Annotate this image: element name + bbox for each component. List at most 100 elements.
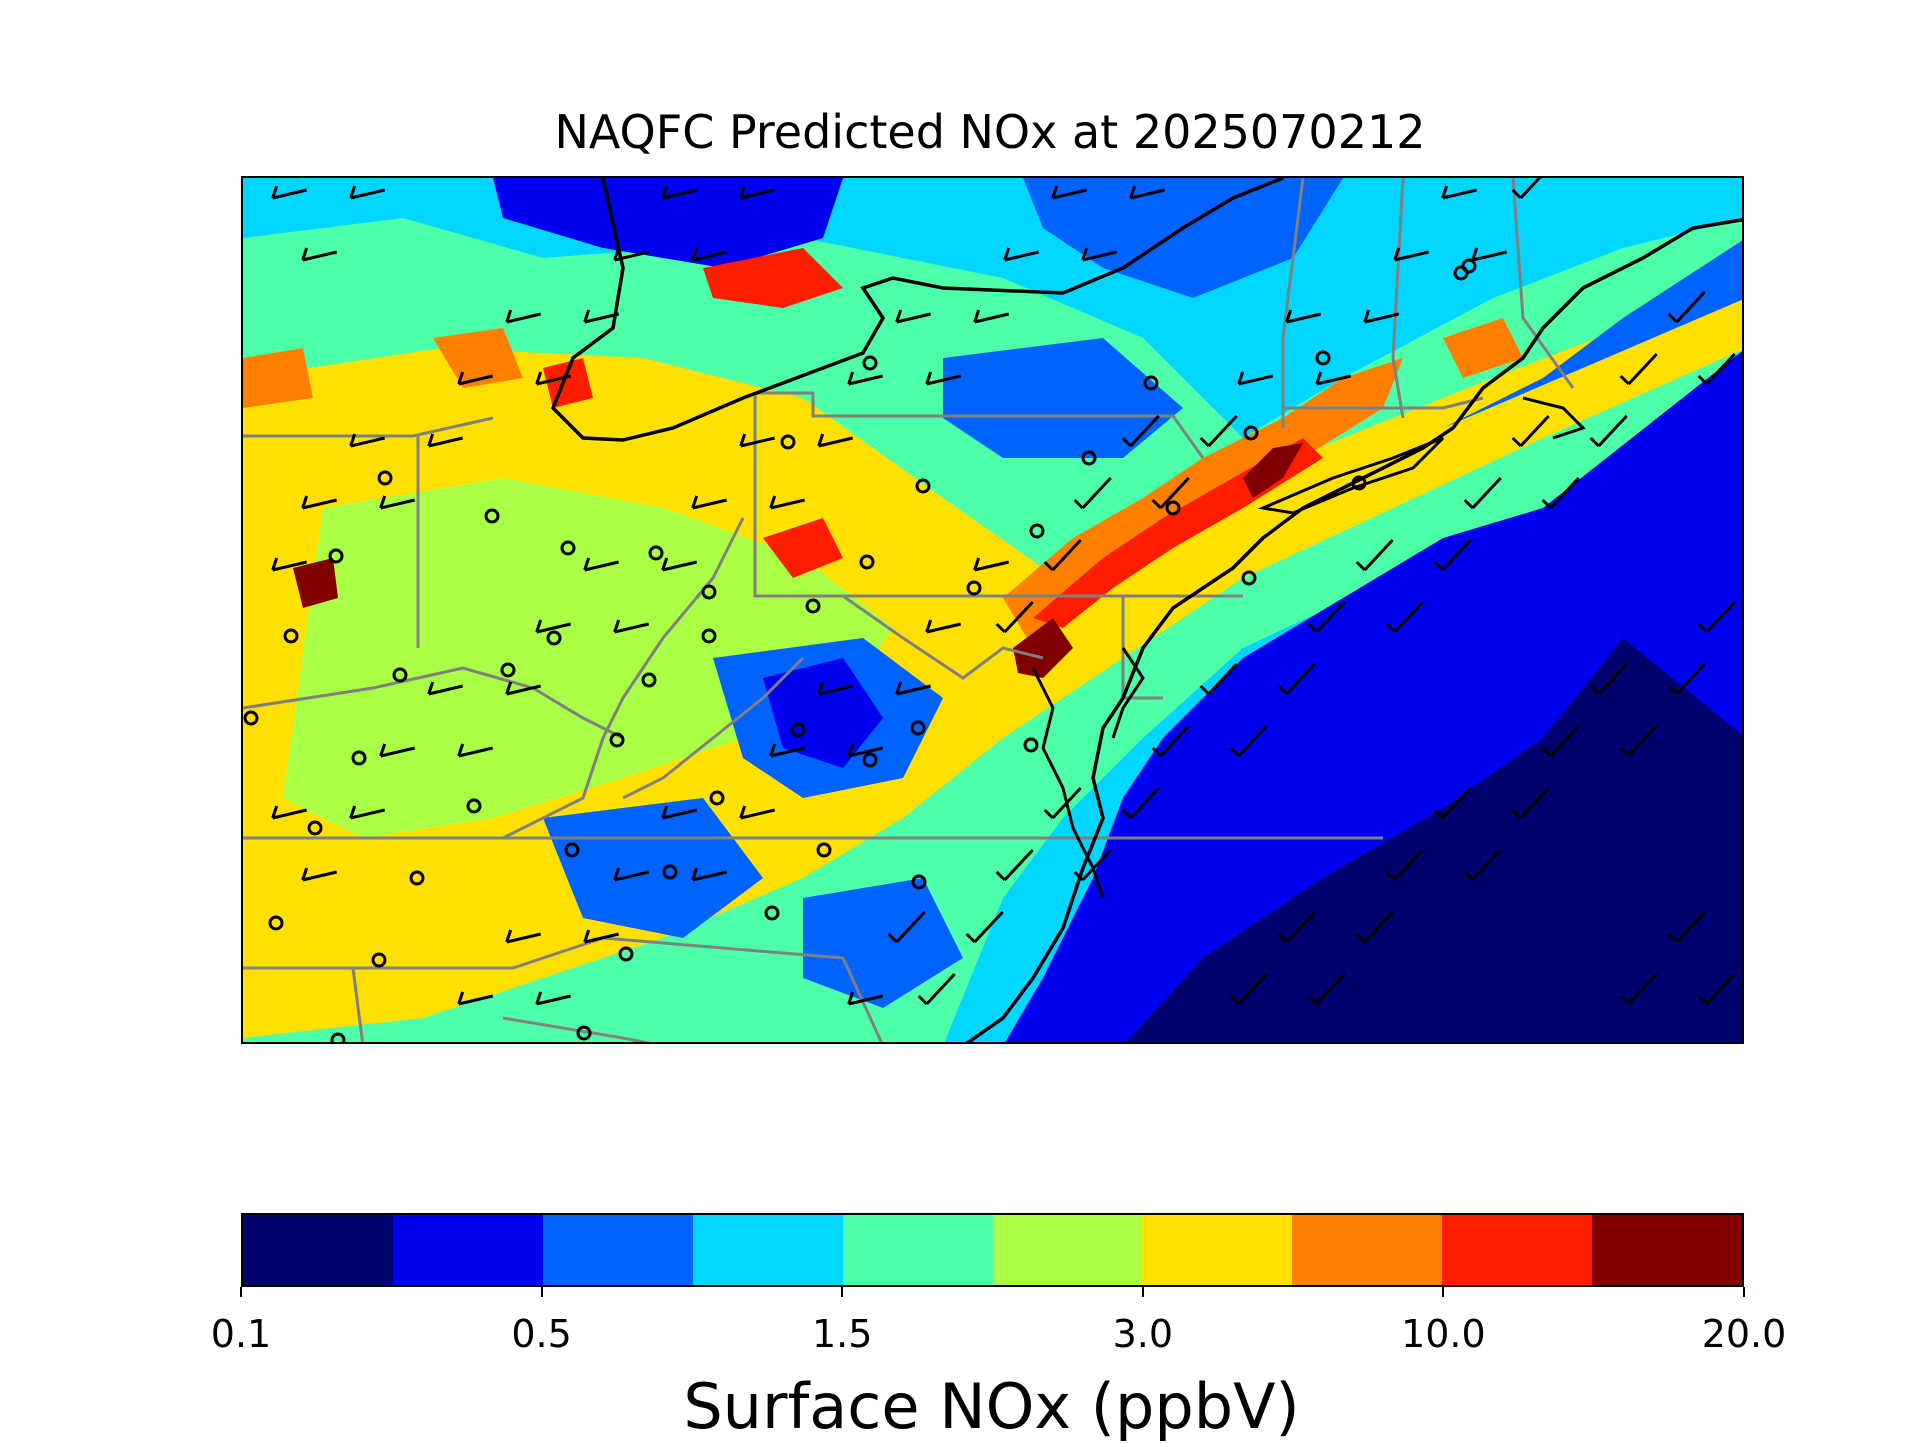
hotspot-4 (763, 518, 843, 578)
colorbar-tick (540, 1287, 543, 1297)
colorbar-tick-label: 0.1 (210, 1312, 272, 1356)
state-border (1511, 178, 1575, 389)
map-title: NAQFC Predicted NOx at 2025070212 (554, 105, 1426, 159)
wind-barb (1385, 848, 1424, 882)
station-marker (609, 732, 625, 748)
wind-barb (1589, 414, 1628, 448)
wind-barb (1277, 662, 1316, 696)
colorbar-tick (240, 1287, 242, 1297)
station-marker (1143, 375, 1159, 391)
state-border (1281, 178, 1305, 428)
colorbar-tick-label: 10.0 (1401, 1312, 1486, 1356)
delaware-bay (1111, 647, 1145, 739)
state-border (502, 517, 745, 840)
wind-barb (1151, 724, 1190, 758)
wind-barb (1081, 247, 1118, 262)
station-marker (1029, 523, 1045, 539)
wind-barb (349, 433, 386, 448)
wind-barb (349, 805, 386, 820)
coastline (550, 178, 1284, 442)
wind-barb (1511, 414, 1550, 448)
colorbar-tick (841, 1287, 844, 1297)
nox-map (241, 176, 1744, 1044)
wind-barb (505, 681, 542, 696)
wind-barb (1697, 600, 1736, 634)
station-marker (805, 598, 821, 614)
cape-cod (1522, 396, 1586, 440)
wind-barb (895, 681, 932, 696)
wind-barb (1043, 786, 1082, 820)
wind-barb (613, 247, 650, 262)
wind-barb (1697, 352, 1736, 386)
wind-barb (1355, 538, 1394, 572)
station-marker (1315, 350, 1331, 366)
wind-barb (1667, 910, 1706, 944)
wind-barb (661, 557, 698, 572)
coastline (965, 218, 1742, 1042)
wind-barb (895, 309, 932, 324)
station-marker (283, 628, 299, 644)
wind-barb (271, 805, 308, 820)
wind-barb (1385, 600, 1424, 634)
wind-barb (301, 247, 338, 262)
station-marker (466, 798, 482, 814)
hotspot-5 (433, 328, 523, 388)
wind-barb (1237, 371, 1274, 386)
station-marker (484, 508, 500, 524)
hotspot-dc (1013, 618, 1073, 678)
colorbar-segment (1292, 1215, 1443, 1285)
wind-barb (1229, 724, 1268, 758)
state-border (502, 1016, 651, 1042)
wind-barb (301, 867, 338, 882)
wind-barb (1589, 662, 1628, 696)
wind-barb (427, 681, 464, 696)
green-inner (283, 478, 893, 838)
colorbar-segment (392, 1215, 543, 1285)
station-marker (371, 952, 387, 968)
wind-barb (1433, 786, 1472, 820)
wind-barb (769, 495, 806, 510)
wind-barb (1051, 185, 1088, 200)
wind-barb (1355, 910, 1394, 944)
wind-barb (973, 309, 1010, 324)
colorbar (241, 1213, 1744, 1287)
wind-barb (583, 929, 620, 944)
station-marker (618, 946, 634, 962)
state-border (755, 391, 1205, 459)
wind-barb (1363, 309, 1400, 324)
blue-wv (763, 658, 883, 768)
wind-barb (847, 371, 884, 386)
wind-barb (1433, 538, 1472, 572)
station-marker (641, 672, 657, 688)
wind-barb (1229, 972, 1268, 1006)
wind-barb (887, 910, 926, 944)
station-marker (1453, 265, 1469, 281)
station-marker (268, 915, 284, 931)
station-marker (328, 548, 344, 564)
wind-barb (995, 848, 1034, 882)
wind-barb (995, 600, 1034, 634)
wind-barbs (271, 178, 1736, 1006)
wind-barb (613, 619, 650, 634)
station-marker (409, 870, 425, 886)
colorbar-tick (1743, 1287, 1745, 1297)
station-marker (560, 540, 576, 556)
station-marker (915, 478, 931, 494)
wind-barb (847, 743, 884, 758)
colorbar-tick-label: 20.0 (1701, 1312, 1787, 1356)
station-marker (780, 434, 796, 450)
wind-barb (457, 743, 494, 758)
state-border (1391, 178, 1405, 419)
station-marker (910, 720, 926, 736)
wind-barb (1121, 786, 1160, 820)
station-marker (701, 584, 717, 600)
colorbar-label: Surface NOx (ppbV) (683, 1370, 1300, 1443)
colorbar-segment (992, 1215, 1143, 1285)
station-marker (1023, 737, 1039, 753)
station-marker (500, 662, 516, 678)
wind-barb (1199, 414, 1238, 448)
wind-barb (1285, 309, 1322, 324)
wind-barb (973, 557, 1010, 572)
wind-barb (1463, 848, 1502, 882)
wind-barb (1667, 662, 1706, 696)
